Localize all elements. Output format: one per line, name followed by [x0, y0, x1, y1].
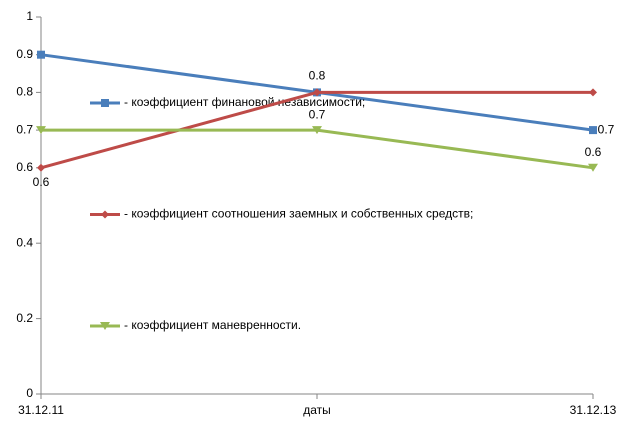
x-tick-label: даты — [303, 403, 331, 417]
y-tick-label: 0.6 — [16, 160, 33, 174]
data-point — [36, 126, 46, 135]
series-line — [41, 128, 594, 170]
data-label: 0.6 — [585, 145, 602, 159]
legend-marker — [101, 210, 109, 219]
y-tick-label: 1 — [26, 9, 33, 23]
data-point — [313, 88, 321, 97]
data-label: 0.7 — [309, 107, 326, 121]
y-tick-label: 0.7 — [16, 122, 33, 136]
legend-marker — [100, 322, 110, 330]
y-tick-label: 0.2 — [16, 311, 33, 325]
data-point — [589, 88, 597, 97]
y-tick-label: 0.9 — [16, 47, 33, 61]
legend-marker — [101, 99, 109, 107]
data-label: 0.8 — [309, 69, 326, 83]
y-tick-label: 0.4 — [16, 235, 33, 249]
data-point — [589, 126, 597, 135]
legend-label: - коэффициент финановой независимости; — [124, 95, 365, 109]
data-point — [588, 163, 598, 172]
x-tick-label: 31.12.11 — [18, 403, 64, 417]
legend-label: - коэффициент маневренности. — [124, 318, 301, 332]
x-tick-label: 31.12.13 — [570, 403, 617, 417]
y-tick-label: 0.8 — [16, 85, 33, 99]
legend-label: - коэффициент соотношения заемных и собс… — [124, 207, 473, 221]
data-point — [37, 163, 45, 172]
data-point — [37, 50, 45, 59]
y-tick-label: 0 — [26, 386, 33, 400]
data-label: 0.7 — [598, 122, 615, 136]
data-point — [312, 126, 322, 135]
data-label: 0.6 — [33, 175, 50, 189]
